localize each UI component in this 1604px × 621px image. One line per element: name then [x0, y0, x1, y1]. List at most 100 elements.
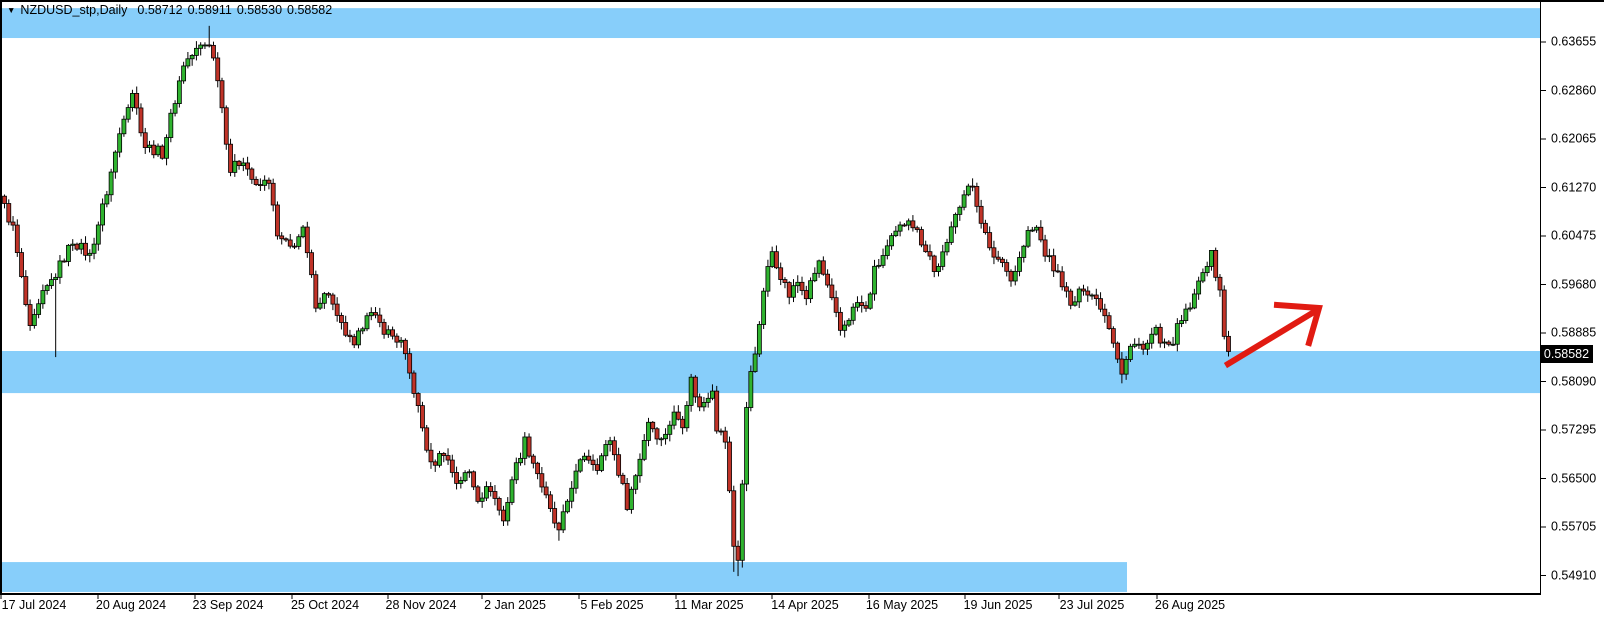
candle-body — [573, 470, 579, 489]
candle-body — [441, 453, 447, 456]
candle-body — [509, 479, 515, 503]
candle-body — [1115, 342, 1121, 360]
candle-body — [855, 302, 860, 308]
candle-body — [1012, 270, 1018, 282]
candle-body — [983, 222, 988, 233]
candle-body — [948, 226, 954, 243]
candle-body — [1017, 257, 1022, 272]
candle-body — [893, 230, 899, 237]
candle-body — [1093, 294, 1099, 300]
candle-body — [228, 143, 233, 173]
candle-body — [714, 390, 720, 432]
candle-body — [270, 182, 276, 206]
candle-body — [722, 430, 728, 443]
chevron-down-icon[interactable]: ▼ — [7, 5, 16, 15]
candle-body — [49, 279, 54, 287]
candle-body — [279, 235, 285, 240]
candle-body — [565, 500, 570, 513]
candle-body — [6, 203, 12, 223]
candle-body — [249, 168, 255, 180]
candle-body — [658, 438, 664, 441]
price-axis-label: 0.57295 — [1551, 422, 1597, 437]
candle-body — [283, 238, 289, 241]
candle-body — [987, 232, 993, 249]
candle-body — [313, 274, 319, 309]
price-axis-label: 0.59680 — [1551, 277, 1597, 291]
candle-body — [889, 235, 894, 247]
candle-body — [991, 247, 997, 258]
candle-body — [995, 256, 1001, 260]
candle-body — [705, 397, 711, 403]
candle-body — [83, 242, 88, 256]
candle-body — [27, 304, 33, 326]
price-axis-line — [1540, 2, 1541, 594]
candle-body — [594, 464, 600, 471]
candle-body — [339, 315, 344, 323]
candle-body — [31, 314, 37, 326]
candle-body — [1055, 270, 1061, 273]
candle-body — [620, 474, 626, 484]
candle-body — [1179, 320, 1184, 325]
candle-body — [526, 436, 532, 457]
symbol-period-label: NZDUSD_stp,Daily — [20, 3, 128, 17]
candle-body — [560, 511, 566, 531]
candle-body — [496, 498, 502, 511]
candle-body — [577, 459, 583, 472]
candle-body — [479, 497, 485, 502]
candle-body — [778, 267, 784, 280]
candle-body — [850, 306, 856, 321]
time-axis-label: 26 Aug 2025 — [1154, 598, 1226, 612]
candle-body — [1119, 358, 1125, 375]
time-axis-label: 16 May 2025 — [865, 598, 939, 612]
candle-body — [518, 457, 523, 464]
upper-resistance-zone — [2, 8, 1540, 39]
price-axis-label: 0.54910 — [1551, 568, 1597, 582]
candle-body — [415, 393, 421, 407]
candle-body — [61, 260, 67, 263]
candle-body — [752, 353, 758, 372]
candle-body — [961, 194, 967, 208]
candle-body — [1064, 286, 1069, 292]
candle-body — [424, 427, 430, 451]
candle-body — [927, 251, 933, 257]
candle-body — [919, 229, 924, 246]
candle-body — [223, 107, 229, 145]
candle-body — [957, 206, 963, 215]
candle-body — [684, 405, 690, 429]
candle-body — [466, 471, 472, 474]
candle-body — [812, 272, 818, 282]
candle-body — [795, 281, 801, 287]
candle-body — [833, 297, 839, 313]
candle-body — [654, 428, 660, 440]
candle-body — [181, 65, 187, 82]
window-border-top — [0, 0, 1604, 2]
candle-body — [616, 454, 622, 476]
candle-body — [275, 204, 280, 237]
candle-body — [321, 293, 327, 304]
candle-body — [206, 44, 212, 47]
candle-body — [492, 491, 498, 499]
candle-body — [449, 459, 455, 473]
window-border-left — [0, 0, 2, 594]
candle-body — [782, 279, 788, 283]
candle-body — [808, 280, 813, 300]
candle-body — [1191, 293, 1197, 309]
candle-body — [53, 276, 59, 281]
candle-body — [1051, 255, 1057, 272]
current-price-badge: 0.58582 — [1540, 345, 1593, 363]
candle-body — [484, 486, 489, 499]
time-axis-label: 23 Jul 2025 — [1059, 598, 1125, 612]
candle-body — [1089, 294, 1095, 297]
candle-body — [432, 461, 438, 466]
candle-body — [838, 311, 843, 331]
time-axis-label: 23 Sep 2024 — [192, 598, 264, 612]
candle-body — [901, 224, 907, 227]
time-axis-line — [0, 593, 1541, 595]
candle-body — [923, 244, 929, 253]
price-axis-label: 0.62065 — [1551, 131, 1597, 146]
candle-body — [825, 273, 831, 286]
candle-body — [710, 390, 715, 399]
candle-body — [1038, 226, 1044, 241]
